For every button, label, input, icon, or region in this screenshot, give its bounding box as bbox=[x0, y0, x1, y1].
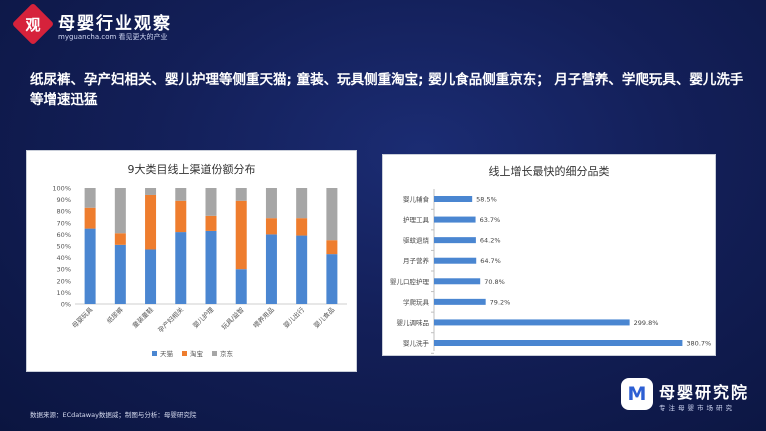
bar-segment bbox=[114, 244, 126, 304]
bar-segment bbox=[326, 188, 338, 241]
x-tick-label: 孕产妇相关 bbox=[156, 305, 186, 335]
headline: 纸尿裤、孕产妇相关、婴儿护理等侧重天猫; 童装、玩具侧重淘宝; 婴儿食品侧重京东… bbox=[30, 72, 744, 108]
bar-segment bbox=[235, 269, 247, 304]
bar-segment bbox=[175, 188, 187, 201]
bar-segment bbox=[205, 215, 217, 231]
bar-segment bbox=[175, 200, 187, 233]
bar-segment bbox=[296, 218, 308, 236]
category-label: 护理工具 bbox=[403, 215, 430, 224]
brand-sub: 专注母婴市场研究 bbox=[659, 404, 735, 412]
y-tick-label: 10% bbox=[57, 289, 71, 297]
value-label: 64.2% bbox=[480, 237, 501, 245]
bar-segment bbox=[205, 188, 217, 216]
logo: 观 母婴行业观察 myguancha.com 看见更大的产业 bbox=[11, 2, 214, 46]
value-label: 64.7% bbox=[480, 257, 501, 265]
x-tick-label: 婴儿护理 bbox=[191, 305, 216, 330]
logo-sub: myguancha.com 看见更大的产业 bbox=[58, 33, 168, 41]
stacked-chart-title: 9大类目线上渠道份额分布 bbox=[127, 163, 256, 176]
bar-segment bbox=[235, 200, 247, 270]
logo-name: 母婴行业观察 bbox=[58, 14, 172, 34]
bar bbox=[434, 237, 476, 244]
bar bbox=[434, 298, 486, 305]
logo-char: 观 bbox=[25, 15, 41, 34]
x-tick-label: 母婴玩具 bbox=[70, 305, 94, 329]
value-label: 70.8% bbox=[484, 278, 505, 286]
bar-segment bbox=[145, 188, 157, 195]
y-tick-label: 80% bbox=[57, 208, 71, 216]
category-label: 学爬玩具 bbox=[403, 297, 430, 306]
bar-segment bbox=[114, 188, 126, 234]
bar-segment bbox=[296, 188, 308, 219]
x-tick-label: 婴儿食品 bbox=[312, 305, 337, 330]
legend-swatch bbox=[152, 351, 157, 356]
category-label: 婴儿调味品 bbox=[397, 318, 430, 327]
x-tick-label: 婴儿出行 bbox=[281, 305, 306, 330]
y-tick-label: 90% bbox=[57, 196, 71, 204]
bar-segment bbox=[145, 194, 157, 250]
y-tick-label: 40% bbox=[57, 254, 71, 262]
bar bbox=[434, 340, 683, 346]
bar-segment bbox=[265, 234, 277, 304]
y-tick-label: 50% bbox=[57, 243, 71, 251]
legend-swatch bbox=[212, 351, 217, 356]
value-label: 299.8% bbox=[634, 319, 659, 327]
bar-segment bbox=[84, 188, 96, 208]
category-label: 驱蚊退烧 bbox=[403, 236, 430, 245]
bar bbox=[434, 196, 473, 202]
bar-segment bbox=[175, 232, 187, 304]
legend-label: 京东 bbox=[220, 349, 234, 358]
value-label: 79.2% bbox=[490, 298, 511, 306]
bar bbox=[434, 319, 630, 326]
bar bbox=[434, 278, 481, 285]
value-label: 63.7% bbox=[480, 216, 501, 224]
category-label: 婴儿辅食 bbox=[403, 195, 430, 204]
bar-segment bbox=[84, 207, 96, 229]
brand-name: 母婴研究院 bbox=[659, 383, 750, 402]
bar bbox=[434, 216, 476, 223]
bar-segment bbox=[205, 230, 217, 304]
bar bbox=[434, 257, 477, 264]
bar-segment bbox=[235, 188, 247, 201]
y-tick-label: 60% bbox=[57, 231, 71, 239]
stacked-chart: 0% 10% 20% 30% 40% 50% 60% 70% 80% 90% 100% 母婴玩具 纸尿裤… bbox=[52, 185, 347, 358]
bar-segment bbox=[265, 218, 277, 235]
category-label: 婴儿洗手 bbox=[403, 339, 430, 348]
legend-label: 淘宝 bbox=[190, 349, 204, 358]
y-tick-label: 20% bbox=[57, 277, 71, 285]
legend-swatch bbox=[182, 351, 187, 356]
bar-segment bbox=[265, 188, 277, 219]
bar-segment bbox=[84, 228, 96, 304]
legend-label: 天猫 bbox=[160, 349, 174, 358]
x-tick-label: 纸尿裤 bbox=[105, 305, 126, 326]
growth-chart-panel: 线上增长最快的细分品类 婴儿辅食 58.5% 护理工具 63.7% 驱蚊退烧 64.2% 月… bbox=[382, 154, 716, 356]
bar-segment bbox=[326, 254, 338, 304]
growth-chart: 婴儿辅食 58.5% 护理工具 63.7% 驱蚊退烧 64.2% 月子营养 64.7% 婴儿口腔… bbox=[390, 189, 711, 354]
footer-source: 数据来源：ECdataway数据威；制图与分析：母婴研究院 bbox=[30, 411, 197, 419]
y-tick-label: 30% bbox=[57, 266, 71, 274]
y-tick-label: 0% bbox=[61, 301, 71, 309]
bar-segment bbox=[296, 235, 308, 304]
stacked-chart-panel: 9大类目线上渠道份额分布 0% 10% 20% 30% 40% 50% 60% 70% 80% 9… bbox=[26, 150, 357, 372]
bar-segment bbox=[326, 240, 338, 255]
x-tick-label: 玩具/益智 bbox=[219, 305, 245, 331]
category-label: 月子营养 bbox=[403, 256, 430, 265]
bar-segment bbox=[145, 249, 157, 304]
value-label: 58.5% bbox=[476, 196, 497, 204]
y-tick-label: 100% bbox=[52, 185, 71, 193]
y-tick-label: 70% bbox=[57, 219, 71, 227]
x-tick-label: 童装童鞋 bbox=[130, 305, 155, 330]
value-label: 380.7% bbox=[686, 340, 711, 348]
growth-chart-title: 线上增长最快的细分品类 bbox=[488, 165, 610, 178]
brand: M 母婴研究院 专注母婴市场研究 bbox=[621, 378, 761, 422]
x-tick-label: 喂养用品 bbox=[251, 305, 276, 330]
brand-logo-icon: M bbox=[621, 378, 653, 410]
bar-segment bbox=[114, 233, 126, 245]
category-label: 婴儿口腔护理 bbox=[390, 277, 430, 286]
